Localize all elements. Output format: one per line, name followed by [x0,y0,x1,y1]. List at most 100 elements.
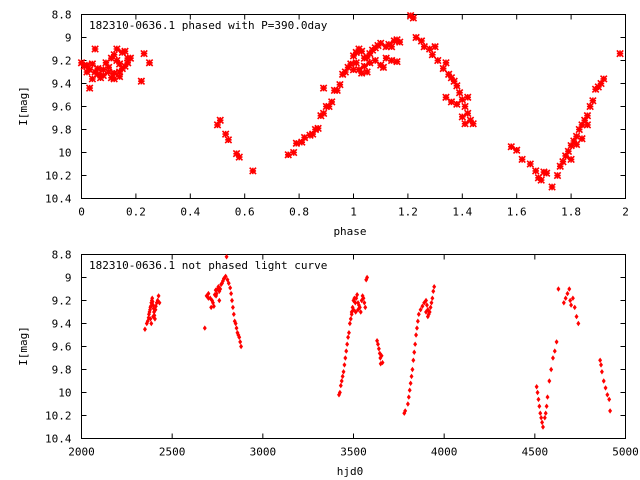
phased-data-point [363,68,371,76]
unphased-data-point [153,303,158,309]
unphased-data-point [344,348,349,354]
unphased-data-point [567,286,572,292]
unphased-data-point [351,306,356,313]
phased-data-point [289,148,298,157]
unphased-data-point [361,295,366,301]
phased-data-point [360,54,369,62]
phased-data-point [336,80,344,89]
phased-x-tick-label: 0.6 [235,206,255,219]
phased-data-point [559,157,567,166]
phased-data-point [352,59,360,67]
phased-data-point [308,130,317,138]
unphased-data-point [346,334,351,341]
unphased-data-point [565,290,570,297]
phased-ticks: 0 0.2 0.4 0.6 0.8 1 1.2 1.4 1.6 1.8 2 8.8 9 9.2 9.4 9.6… [45,9,629,219]
unphased-data-point [337,389,342,396]
unphased-data-point [545,394,550,400]
unphased-data-point [223,273,228,280]
phased-data-point [518,155,526,164]
unphased-data-point [550,355,555,361]
phased-data-point [461,102,469,111]
unphased-data-point [424,302,429,308]
phased-data-point [145,59,154,67]
phased-x-axis-label: phase [333,225,366,238]
unphased-data-point [605,392,610,398]
unphased-data-point [151,313,156,320]
phased-data-point [99,65,108,74]
unphased-plot-frame [81,254,626,439]
phased-data-point [455,88,464,97]
unphased-data-point [225,277,230,283]
phased-x-tick-label: 1.4 [452,206,472,219]
phased-data-point [311,125,320,134]
unphased-data-point [413,341,418,347]
unphased-data-point [339,378,344,384]
phased-chart-title: 182310-0636.1 phased with P=390.0day [89,19,328,32]
phased-data-point [580,116,589,125]
phased-data-point [434,56,442,65]
unphased-data-point [608,408,613,414]
unphased-data-point [238,339,243,345]
unphased-data-point [226,280,231,286]
phased-data-point [507,142,516,151]
phased-data-point [325,102,333,111]
unphased-y-tick-label: 8.8 [52,249,72,262]
phased-data-point [88,75,97,83]
unphased-data-point [569,302,574,308]
unphased-data-point [409,373,414,380]
unphased-data-point [230,297,234,304]
unphased-data-point [414,332,419,338]
phased-data-point [121,47,129,56]
unphased-y-tick-label: 10.4 [45,433,72,446]
unphased-data-point [157,300,162,306]
phased-data-point [463,93,472,102]
unphased-data-point [202,325,207,331]
unphased-data-point [431,288,436,295]
phased-data-point [439,64,448,73]
unphased-data-point [416,311,421,318]
phased-x-tick-label: 1.8 [561,206,581,219]
phased-data-point [599,75,608,83]
unphased-x-tick-label: 3000 [250,446,277,459]
unphased-data-point [547,378,552,384]
unphased-data-point [549,366,554,373]
unphased-data-point [544,403,549,410]
phased-data-point [537,176,545,184]
phased-data-point [583,121,592,129]
unphased-data-point [214,293,219,299]
unphased-data-point [405,401,410,407]
phased-data-point [425,45,434,53]
phased-data-point [319,109,328,118]
phased-data-point [360,62,369,71]
phased-y-tick-label: 10.2 [45,170,72,183]
unphased-data-point [407,387,412,393]
unphased-data-point [380,359,385,366]
unphased-data-point [568,297,573,304]
unphased-y-tick-label: 9.4 [52,318,72,331]
unphased-data-point [541,424,545,430]
unphased-data-point [353,309,358,315]
phased-data-point [347,60,355,68]
phased-data-point [298,138,306,146]
unphased-data-point [535,389,540,396]
phased-data-point [469,119,477,128]
unphased-x-tick-label: 2000 [68,446,95,459]
unphased-data-point [429,300,434,306]
phased-points [77,11,624,191]
phased-data-point [284,151,292,159]
phased-data-point [357,47,366,56]
unphased-data-point [342,362,347,368]
phased-data-point [314,124,322,133]
phased-data-point [83,68,91,76]
phased-y-tick-label: 9.4 [52,78,72,91]
phased-data-point [531,167,540,175]
phased-data-point [616,49,624,58]
phased-data-point [83,61,91,69]
unphased-data-point [355,292,360,298]
phased-data-point [567,155,575,164]
phased-data-point [96,73,105,82]
unphased-data-point [554,339,559,345]
phased-data-point [123,54,132,62]
unphased-y-tick-label: 9.6 [52,341,72,354]
unphased-data-point [365,274,370,281]
